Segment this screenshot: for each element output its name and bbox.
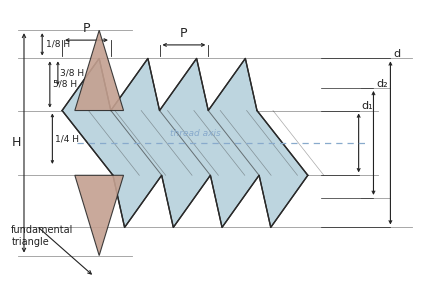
- Polygon shape: [75, 175, 124, 256]
- Text: P: P: [180, 27, 188, 40]
- Text: P: P: [83, 22, 90, 35]
- Text: fundamental
triangle: fundamental triangle: [11, 225, 74, 247]
- Text: thread axis: thread axis: [170, 129, 221, 138]
- Text: 1/8 H: 1/8 H: [45, 40, 70, 49]
- Polygon shape: [62, 58, 308, 228]
- Text: d₁: d₁: [361, 101, 373, 111]
- Text: 5/8 H: 5/8 H: [53, 80, 77, 89]
- Text: H: H: [11, 136, 21, 149]
- Text: d₂: d₂: [376, 79, 388, 89]
- Text: d: d: [393, 49, 400, 59]
- Text: 1/4 H: 1/4 H: [55, 134, 79, 143]
- Polygon shape: [75, 30, 124, 111]
- Text: 3/8 H: 3/8 H: [60, 69, 85, 78]
